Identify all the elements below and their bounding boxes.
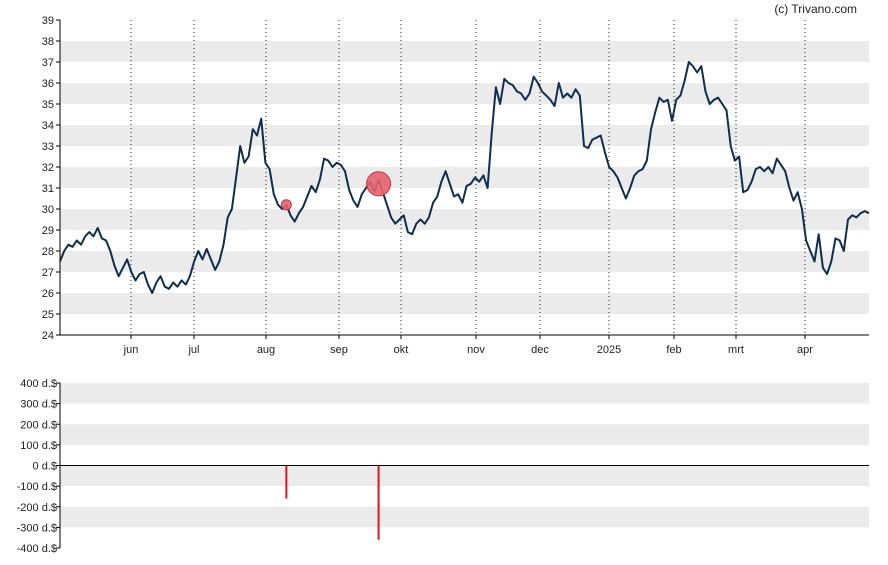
- insider-band: [60, 506, 869, 528]
- price-y-tick-label: 26: [42, 288, 54, 300]
- price-y-tick-label: 35: [42, 99, 54, 111]
- month-tick-label: nov: [467, 344, 485, 356]
- insider-markers: [280, 171, 392, 211]
- price-panel-axes: [59, 20, 869, 336]
- month-tick-label: 2025: [597, 344, 621, 356]
- price-y-tick-label: 36: [42, 78, 54, 90]
- insider-y-tick-label: 400 d.$: [20, 378, 57, 390]
- price-band: [60, 209, 869, 230]
- price-band: [60, 41, 869, 62]
- insider-y-tick-label: -200 d.$: [17, 502, 57, 514]
- price-band: [60, 251, 869, 272]
- price-y-tick-label: 25: [42, 309, 54, 321]
- insider-y-tick-label: 300 d.$: [20, 399, 57, 411]
- credit-label: (c) Trivano.com: [774, 2, 857, 16]
- month-tick-label: feb: [666, 344, 681, 356]
- insider-y-tick-label: -300 d.$: [17, 522, 57, 534]
- insider-y-tick-label: 0 d.$: [33, 461, 57, 473]
- insider-y-tick-labels: -400 d.$ -300 d.$ -200 d.$ -100 d.$ 0 d.$ 100…: [17, 378, 60, 555]
- month-tick-label: dec: [531, 344, 549, 356]
- month-tick-label: jun: [123, 344, 139, 356]
- price-y-tick-label: 31: [42, 183, 54, 195]
- insider-marker: [280, 199, 292, 211]
- month-tick-label: aug: [257, 344, 275, 356]
- price-y-tick-labels: 24 25 26 27 28 29 30 31 32 33 34 35 36 37 38 39: [42, 15, 60, 342]
- insider-panel-bands: [60, 383, 869, 528]
- price-y-tick-label: 29: [42, 225, 54, 237]
- price-line: [59, 61, 870, 294]
- insider-bars: [285, 465, 380, 540]
- price-band: [60, 83, 869, 104]
- price-panel-bands: [60, 41, 869, 314]
- price-band: [60, 293, 869, 314]
- price-y-tick-label: 37: [42, 57, 54, 69]
- month-tick-label: apr: [797, 344, 813, 356]
- insider-y-tick-label: -100 d.$: [17, 481, 57, 493]
- insider-y-tick-label: 200 d.$: [20, 419, 57, 431]
- price-y-tick-label: 28: [42, 246, 54, 258]
- month-tick-label: jul: [187, 344, 199, 356]
- month-tick-label: mrt: [728, 344, 744, 356]
- price-y-tick-label: 38: [42, 36, 54, 48]
- vertical-gridlines: [130, 20, 806, 335]
- price-y-tick-label: 32: [42, 162, 54, 174]
- price-y-tick-label: 30: [42, 204, 54, 216]
- month-tick-labels: jun jul aug sep okt nov dec 2025 feb mrt apr: [123, 335, 813, 356]
- price-y-tick-label: 34: [42, 120, 54, 132]
- insider-marker: [366, 171, 392, 197]
- price-y-tick-label: 27: [42, 267, 54, 279]
- price-y-tick-label: 39: [42, 15, 54, 27]
- insider-band: [60, 465, 869, 487]
- month-tick-label: sep: [330, 344, 348, 356]
- price-band: [60, 167, 869, 188]
- price-series: [59, 61, 870, 294]
- insider-band: [60, 424, 869, 445]
- month-tick-label: okt: [394, 344, 409, 356]
- insider-y-tick-label: -400 d.$: [17, 543, 57, 555]
- insider-y-tick-label: 100 d.$: [20, 440, 57, 452]
- price-band: [60, 125, 869, 146]
- price-y-tick-label: 24: [42, 330, 54, 342]
- insider-band: [60, 383, 869, 404]
- price-y-tick-label: 33: [42, 141, 54, 153]
